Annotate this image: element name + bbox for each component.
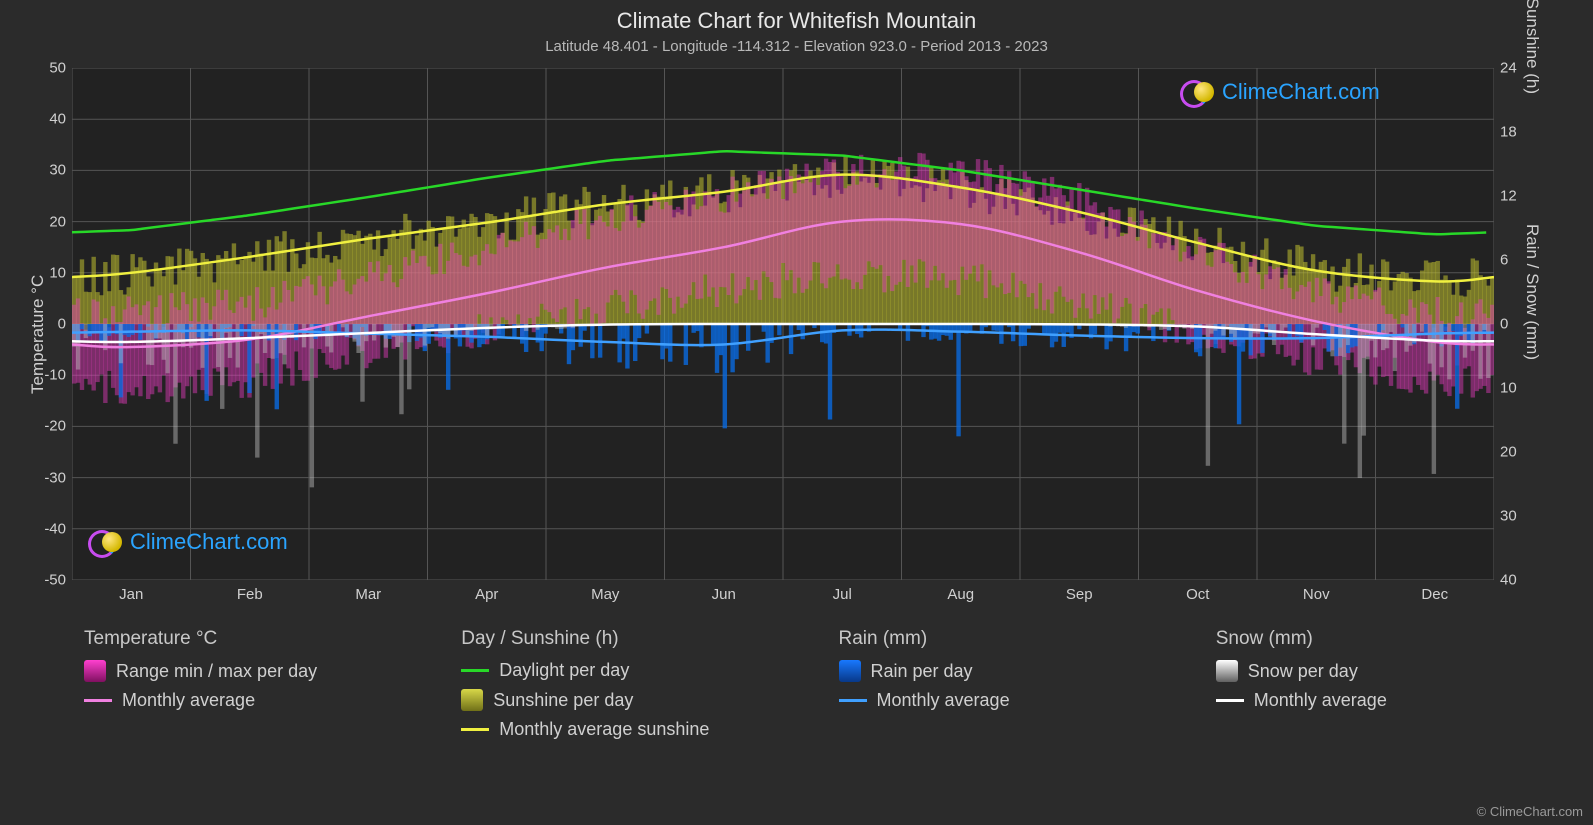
legend-line-icon — [839, 699, 867, 702]
watermark-top-right: ClimeChart.com — [1180, 78, 1380, 106]
y-axis-right-bottom-title-text: Rain / Snow (mm) — [1523, 224, 1542, 360]
y-axis-right-top-tick: 6 — [1494, 252, 1508, 269]
y-axis-right-bottom-title: Rain / Snow (mm) — [1522, 224, 1542, 360]
legend-column: Rain (mm) Rain per day Monthly average — [839, 628, 1156, 748]
y-axis-left-tick: -20 — [44, 418, 72, 435]
legend-header: Snow (mm) — [1216, 628, 1533, 650]
plot-area: Temperature °C Day / Sunshine (h) Rain /… — [72, 68, 1494, 580]
y-axis-left-tick: -10 — [44, 367, 72, 384]
climate-chart-root: Climate Chart for Whitefish Mountain Lat… — [0, 0, 1593, 825]
y-axis-left-tick: 10 — [49, 264, 72, 281]
y-axis-left-tick: 30 — [49, 162, 72, 179]
x-axis-month-label: Jan — [119, 586, 143, 603]
x-axis-month-label: Jun — [712, 586, 736, 603]
y-axis-right-top-title: Day / Sunshine (h) — [1522, 0, 1542, 94]
x-axis-month-label: May — [591, 586, 619, 603]
legend-item-label: Monthly average — [122, 690, 255, 711]
x-axis-month-label: Nov — [1303, 586, 1330, 603]
legend-item: Sunshine per day — [461, 689, 778, 711]
legend-item-label: Rain per day — [871, 661, 973, 682]
legend-item: Daylight per day — [461, 660, 778, 681]
y-axis-right-bottom-tick: 30 — [1494, 508, 1517, 525]
legend-item: Range min / max per day — [84, 660, 401, 682]
watermark-text: ClimeChart.com — [1222, 79, 1380, 105]
legend-item: Monthly average sunshine — [461, 719, 778, 740]
legend-swatch-icon — [1216, 660, 1238, 682]
climechart-logo-icon — [1180, 78, 1214, 106]
legend-item-label: Monthly average — [877, 690, 1010, 711]
legend-swatch-icon — [461, 689, 483, 711]
y-axis-left-tick: 40 — [49, 111, 72, 128]
legend-item: Monthly average — [1216, 690, 1533, 711]
watermark-bottom-left: ClimeChart.com — [88, 528, 288, 556]
x-axis-month-label: Jul — [833, 586, 852, 603]
y-axis-left-tick: -30 — [44, 469, 72, 486]
x-axis-month-label: Sep — [1066, 586, 1093, 603]
legend-column: Temperature °C Range min / max per day Mon… — [84, 628, 401, 748]
legend-header: Rain (mm) — [839, 628, 1156, 650]
y-axis-right-top-tick: 12 — [1494, 188, 1517, 205]
x-axis-month-label: Feb — [237, 586, 263, 603]
legend-item: Monthly average — [84, 690, 401, 711]
legend-item-label: Monthly average — [1254, 690, 1387, 711]
legend-line-icon — [84, 699, 112, 702]
chart-subtitle-text: Latitude 48.401 - Longitude -114.312 - E… — [545, 38, 1048, 55]
legend-column: Snow (mm) Snow per day Monthly average — [1216, 628, 1533, 748]
plot-svg — [72, 68, 1494, 580]
legend-swatch-icon — [839, 660, 861, 682]
x-axis-month-label: Mar — [355, 586, 381, 603]
y-axis-right-top-tick: 0 — [1494, 316, 1508, 333]
legend-item-label: Daylight per day — [499, 660, 629, 681]
legend-line-icon — [461, 669, 489, 672]
y-axis-right-top-title-text: Day / Sunshine (h) — [1523, 0, 1542, 94]
legend-item-label: Monthly average sunshine — [499, 719, 709, 740]
y-axis-left-tick: 0 — [58, 316, 72, 333]
y-axis-right-bottom-tick: 20 — [1494, 444, 1517, 461]
legend-line-icon — [461, 728, 489, 731]
y-axis-left-tick: -50 — [44, 572, 72, 589]
legend-item: Snow per day — [1216, 660, 1533, 682]
x-axis-month-label: Oct — [1186, 586, 1209, 603]
chart-title: Climate Chart for Whitefish Mountain — [0, 8, 1593, 34]
legend-item-label: Snow per day — [1248, 661, 1358, 682]
x-axis-month-label: Apr — [475, 586, 498, 603]
copyright-text: © ClimeChart.com — [1477, 804, 1583, 819]
legend-header: Temperature °C — [84, 628, 401, 650]
legend: Temperature °C Range min / max per day Mon… — [84, 628, 1533, 748]
climechart-logo-icon — [88, 528, 122, 556]
y-axis-right-top-tick: 24 — [1494, 60, 1517, 77]
x-axis-month-label: Dec — [1421, 586, 1448, 603]
chart-title-text: Climate Chart for Whitefish Mountain — [617, 8, 976, 33]
y-axis-left-tick: 50 — [49, 60, 72, 77]
legend-item-label: Sunshine per day — [493, 690, 633, 711]
legend-line-icon — [1216, 699, 1244, 702]
legend-item-label: Range min / max per day — [116, 661, 317, 682]
y-axis-right-bottom-tick: 10 — [1494, 380, 1517, 397]
legend-swatch-icon — [84, 660, 106, 682]
x-axis-month-label: Aug — [947, 586, 974, 603]
chart-subtitle: Latitude 48.401 - Longitude -114.312 - E… — [0, 38, 1593, 55]
legend-column: Day / Sunshine (h) Daylight per day Sunshi… — [461, 628, 778, 748]
legend-item: Monthly average — [839, 690, 1156, 711]
legend-item: Rain per day — [839, 660, 1156, 682]
y-axis-right-bottom-tick: 40 — [1494, 572, 1517, 589]
y-axis-left-tick: 20 — [49, 213, 72, 230]
y-axis-left-tick: -40 — [44, 520, 72, 537]
copyright-label: © ClimeChart.com — [1477, 804, 1583, 819]
y-axis-right-top-tick: 18 — [1494, 124, 1517, 141]
watermark-text: ClimeChart.com — [130, 529, 288, 555]
legend-header: Day / Sunshine (h) — [461, 628, 778, 650]
